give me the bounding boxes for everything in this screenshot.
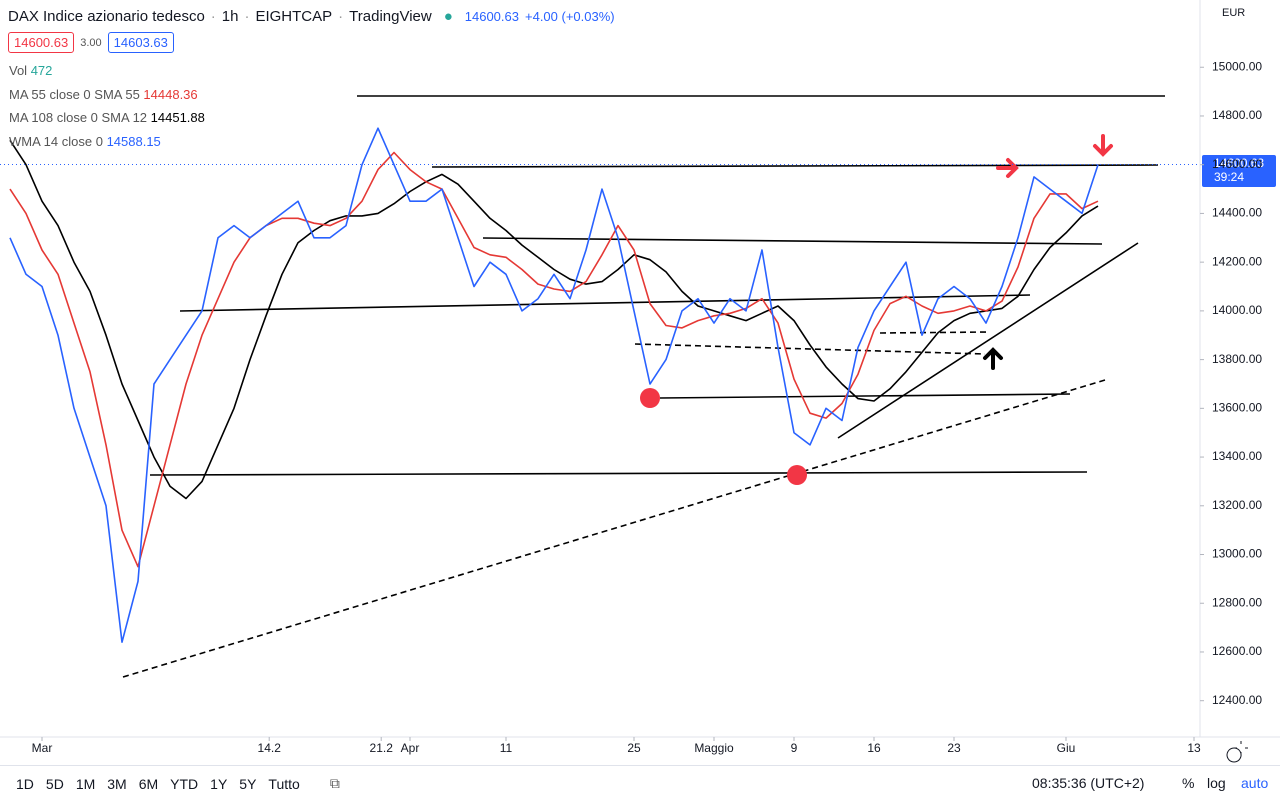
- x-tick-label: Mar: [32, 741, 53, 755]
- x-tick-label: 21.2: [370, 741, 394, 755]
- x-tick-label: 13: [1187, 741, 1201, 755]
- price-tag: [1202, 155, 1276, 187]
- y-tick-label: 13800.00: [1212, 352, 1262, 366]
- legend-value: 14588.15: [106, 134, 161, 149]
- y-tick-label: 12600.00: [1212, 644, 1262, 658]
- y-tick-label: 12400.00: [1212, 693, 1262, 707]
- price-tag-label: 14600.63: [1214, 156, 1264, 170]
- header: DAX Indice azionario tedesco · 1h · EIGHTC…: [8, 8, 615, 25]
- range-button[interactable]: YTD: [170, 775, 199, 792]
- range-button[interactable]: 3M: [107, 775, 127, 792]
- legend-ma55: MA 55 close 0 SMA 55 14448.36: [9, 87, 198, 102]
- series-line: [9, 151, 1099, 568]
- trend-line: [482, 237, 1103, 245]
- x-tick-label: Apr: [401, 741, 420, 755]
- x-tick-label: Maggio: [694, 741, 734, 755]
- legend-ma108: MA 108 close 0 SMA 12 14451.88: [9, 110, 205, 125]
- y-tick-label: 14800.00: [1212, 108, 1262, 122]
- series-line: [9, 139, 1099, 500]
- legend-name: WMA 14 close 0: [9, 134, 103, 149]
- range-button[interactable]: 1M: [75, 775, 96, 792]
- x-tick-label: 16: [867, 741, 881, 755]
- source: TradingView: [349, 8, 432, 25]
- y-tick-label: 14200.00: [1212, 254, 1262, 268]
- x-tick-label: 23: [947, 741, 961, 755]
- arrow: [983, 347, 1003, 370]
- marker-dot: [787, 465, 807, 485]
- ask[interactable]: 14603.63: [107, 32, 174, 53]
- drawings: [122, 95, 1165, 678]
- legend-name: MA 108 close 0 SMA 12: [9, 110, 148, 125]
- auto-toggle[interactable]: auto: [1241, 775, 1269, 791]
- legend-volume: Vol 472: [9, 63, 52, 78]
- symbol: DAX Indice azionario tedesco: [8, 8, 205, 25]
- y-tick-label: 13600.00: [1212, 401, 1262, 415]
- last-price: 14600.63: [464, 9, 519, 24]
- x-tick-label: 25: [627, 741, 641, 755]
- legend-value: 14448.36: [143, 87, 198, 102]
- bottom-toolbar: 1D 5D 1M 3M 6M YTD 1Y 5Y Tutto ⧉ 08:35:36 (UTC+2…: [0, 765, 1280, 800]
- series-layer: [9, 127, 1099, 643]
- arrow: [996, 158, 1019, 178]
- legend-wma: WMA 14 close 0 14588.15: [9, 134, 161, 149]
- x-tick-label: 9: [791, 741, 798, 755]
- range-button[interactable]: 1D: [16, 775, 34, 792]
- change: +4.00 (+0.03%): [525, 9, 615, 24]
- y-tick-label: 14400.00: [1212, 206, 1262, 220]
- legend-name: MA 55 close 0 SMA 55: [9, 87, 140, 102]
- compare-icon[interactable]: ⧉: [329, 775, 340, 791]
- currency: EUR: [1222, 7, 1245, 19]
- y-tick-label: 13400.00: [1212, 449, 1262, 463]
- legend-name: Vol: [9, 63, 28, 78]
- x-tick-label: 11: [500, 741, 513, 755]
- trend-line: [149, 471, 1088, 476]
- y-tick-label: 14600.00: [1212, 157, 1262, 171]
- interval: 1h: [221, 8, 239, 25]
- y-tick-label: 13200.00: [1212, 498, 1262, 512]
- trend-line: [634, 343, 986, 355]
- legend-value: 472: [30, 63, 53, 78]
- range-button[interactable]: 5D: [45, 775, 64, 792]
- exchange: EIGHTCAP: [255, 8, 333, 25]
- range-button[interactable]: 6M: [138, 775, 159, 792]
- arrow: [1093, 134, 1113, 157]
- trend-line: [659, 393, 1071, 399]
- trend-line: [179, 294, 1031, 312]
- percent-toggle[interactable]: %: [1182, 775, 1195, 791]
- trend-line: [879, 331, 991, 334]
- range-button[interactable]: 1Y: [210, 775, 228, 792]
- range-buttons: 1D 5D 1M 3M 6M YTD 1Y 5Y Tutto: [16, 776, 300, 792]
- trend-line: [122, 379, 1106, 678]
- countdown: 39:24: [1214, 170, 1244, 184]
- chart: EUR 14600.63 39:24 12400.00 12600.00 12800…: [0, 0, 1280, 763]
- legend-value: 14451.88: [150, 110, 205, 125]
- trend-line: [837, 242, 1139, 439]
- log-toggle[interactable]: log: [1207, 775, 1226, 791]
- trend-line: [431, 164, 1159, 168]
- bid[interactable]: 14600.63: [8, 32, 75, 53]
- range-button[interactable]: 5Y: [239, 775, 257, 792]
- marker-dot: [640, 388, 660, 408]
- quote-boxes: 14600.63 3.00 14603.63: [8, 32, 174, 53]
- x-tick-label: Giu: [1057, 741, 1076, 755]
- settings-icon[interactable]: [1226, 741, 1248, 763]
- clock: 08:35:36 (UTC+2): [1032, 775, 1145, 791]
- spread: 3.00: [80, 36, 102, 49]
- y-tick-label: 15000.00: [1212, 59, 1262, 73]
- series-line: [9, 127, 1099, 643]
- x-tick-label: 14.2: [258, 741, 282, 755]
- y-tick-label: 14000.00: [1212, 303, 1262, 317]
- y-tick-label: 12800.00: [1212, 595, 1262, 609]
- range-button[interactable]: Tutto: [268, 775, 300, 792]
- y-tick-label: 13000.00: [1212, 547, 1262, 561]
